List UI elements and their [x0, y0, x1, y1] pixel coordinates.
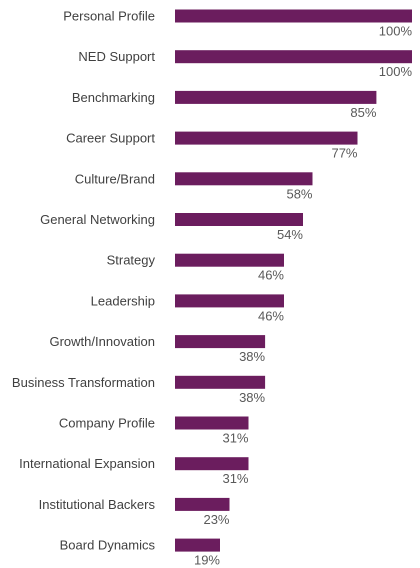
bar-culture-brand: [175, 172, 313, 186]
value-label-culture-brand: 58%: [286, 186, 312, 201]
category-label-business-transformation: Business Transformation: [12, 375, 155, 390]
category-label-culture-brand: Culture/Brand: [75, 171, 155, 186]
bar-general-networking: [175, 213, 303, 226]
category-label-institutional-backers: Institutional Backers: [39, 497, 156, 512]
bar-personal-profile: [175, 9, 412, 23]
value-label-benchmarking: 85%: [350, 105, 376, 120]
bar-business-transformation: [175, 375, 266, 389]
bar-company-profile: [175, 416, 249, 430]
bar-board-dynamics: [175, 538, 220, 552]
category-labels-group: Personal Profile NED Support Benchmarking C…: [12, 9, 156, 553]
category-label-general-networking: General Networking: [40, 212, 155, 227]
category-label-board-dynamics: Board Dynamics: [60, 538, 156, 553]
category-label-international-expansion: International Expansion: [19, 456, 155, 471]
category-label-personal-profile: Personal Profile: [63, 9, 155, 24]
category-label-company-profile: Company Profile: [59, 416, 155, 431]
bar-leadership: [175, 294, 284, 308]
category-label-strategy: Strategy: [107, 253, 156, 268]
value-label-general-networking: 54%: [277, 227, 303, 242]
value-label-business-transformation: 38%: [239, 390, 265, 405]
bar-international-expansion: [175, 457, 249, 471]
value-label-growth-innovation: 38%: [239, 349, 265, 364]
value-label-strategy: 46%: [258, 268, 284, 283]
category-label-career-support: Career Support: [66, 131, 155, 146]
category-label-growth-innovation: Growth/Innovation: [49, 334, 155, 349]
bar-growth-innovation: [175, 335, 266, 349]
value-label-career-support: 77%: [331, 146, 357, 161]
value-label-international-expansion: 31%: [222, 471, 248, 486]
category-label-ned-support: NED Support: [78, 49, 155, 64]
bar-ned-support: [175, 50, 412, 64]
value-labels-group: 100% 100% 85% 77% 58% 54% 46% 46% 38% 38% 31% 31% 23…: [194, 24, 412, 568]
value-label-company-profile: 31%: [222, 431, 248, 446]
category-label-benchmarking: Benchmarking: [72, 90, 155, 105]
value-label-ned-support: 100%: [379, 64, 413, 79]
value-label-leadership: 46%: [258, 308, 284, 323]
bar-strategy: [175, 253, 284, 267]
bar-career-support: [175, 131, 358, 145]
value-label-institutional-backers: 23%: [203, 512, 229, 527]
value-label-personal-profile: 100%: [379, 24, 413, 39]
bar-institutional-backers: [175, 497, 230, 511]
value-label-board-dynamics: 19%: [194, 553, 220, 568]
bars-group: [175, 9, 412, 552]
bar-benchmarking: [175, 90, 377, 104]
category-label-leadership: Leadership: [91, 293, 155, 308]
